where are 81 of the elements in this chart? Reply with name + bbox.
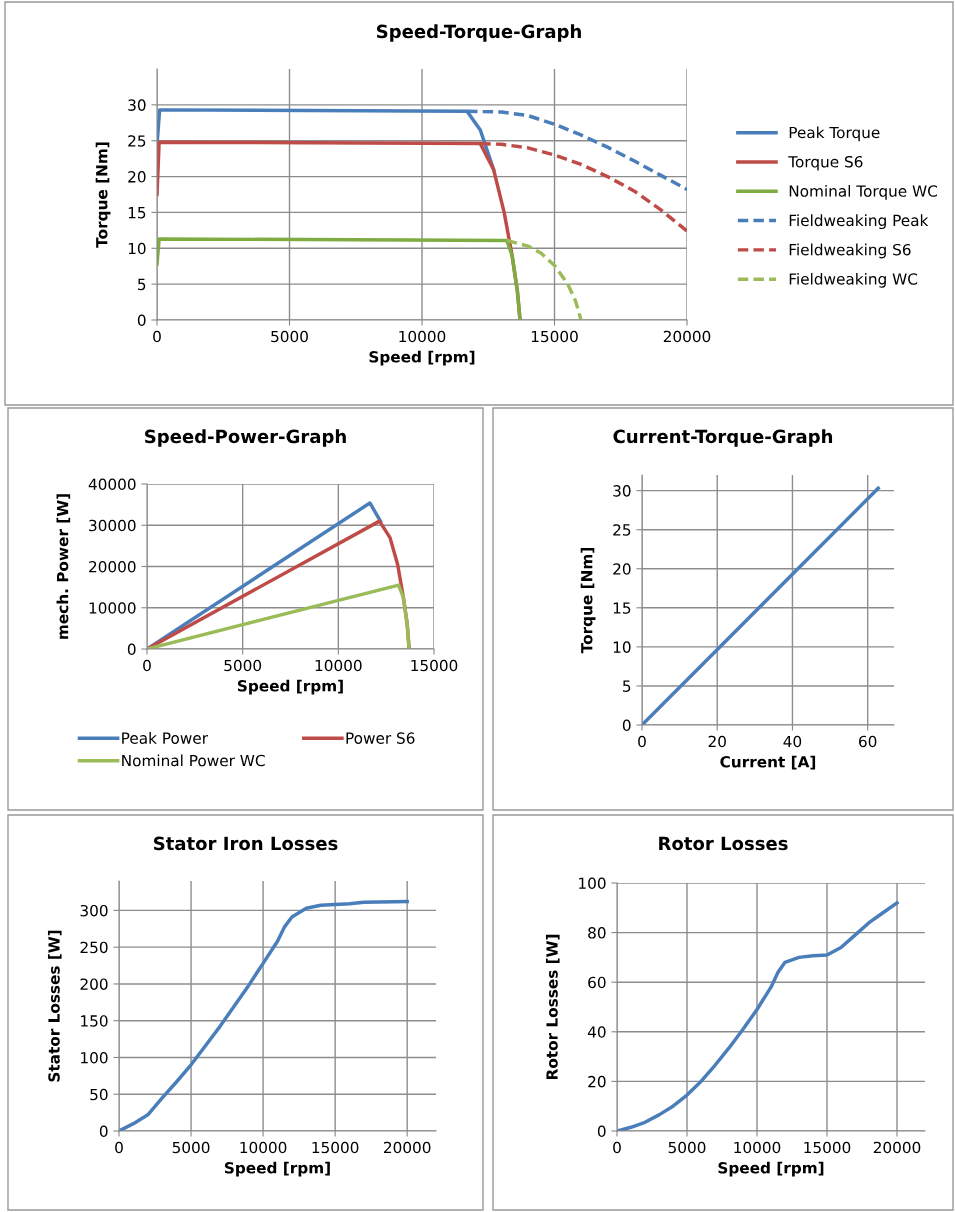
legend-label: Peak Power (122, 732, 208, 744)
chart-title: Stator Iron Losses (154, 836, 338, 851)
x-tick-label: 10000 (734, 1141, 781, 1154)
line-series (147, 583, 411, 649)
legend-label: Nominal Power WC (122, 754, 265, 767)
x-tick-label: 0 (153, 330, 161, 343)
chart-title: Current-Torque-Graph (613, 429, 833, 447)
y-tick-label: 100 (81, 1051, 108, 1064)
y-tick-label: 0 (137, 314, 146, 327)
x-tick-label: 5000 (271, 330, 308, 343)
y-axis-title: Stator Losses [W] (47, 930, 62, 1082)
x-tick-label: 10000 (240, 1141, 287, 1154)
x-tick-label: 5000 (224, 659, 262, 672)
x-axis-title: Current [A] (720, 755, 816, 770)
y-tick-label: 5 (138, 278, 146, 291)
y-axis-title: mech. Power [W] (56, 494, 71, 639)
y-tick-label: 0 (127, 643, 136, 656)
x-tick-label: 15000 (411, 659, 458, 672)
line-series (617, 901, 899, 1131)
y-tick-label: 30 (613, 485, 631, 497)
y-axis-title: Torque [Nm] (95, 142, 111, 248)
y-axis-title: Rotor Losses [W] (545, 934, 560, 1080)
y-tick-label: 15 (128, 207, 146, 219)
line-series (119, 899, 409, 1131)
y-tick-label: 300 (80, 904, 108, 917)
x-tick-label: 15000 (804, 1141, 851, 1154)
y-tick-label: 30 (128, 99, 146, 111)
y-tick-label: 0 (622, 719, 631, 732)
legend-label: Power S6 (346, 732, 415, 744)
legend-label: Fieldweaking S6 (789, 243, 911, 259)
y-tick-label: 20 (613, 563, 631, 575)
legend-label: Peak Torque (789, 126, 880, 142)
y-tick-label: 15 (613, 602, 631, 614)
legend-label: Torque S6 (788, 155, 863, 171)
y-tick-label: 25 (613, 524, 631, 536)
y-tick-label: 10 (128, 242, 146, 255)
chart-title: Rotor Losses (659, 836, 788, 851)
line-series (505, 238, 583, 320)
y-tick-label: 20000 (89, 560, 136, 573)
y-tick-label: 40 (587, 1026, 606, 1038)
y-tick-label: 25 (128, 135, 146, 147)
x-axis-title: Speed [rpm] (369, 350, 475, 366)
y-tick-label: 200 (80, 978, 108, 990)
y-tick-label: 50 (90, 1088, 108, 1101)
legend-label: Nominal Torque WC (789, 185, 937, 200)
y-tick-label: 0 (99, 1125, 108, 1138)
x-tick-label: 20000 (384, 1141, 431, 1154)
x-tick-label: 10000 (399, 330, 446, 343)
y-tick-label: 100 (579, 877, 606, 890)
y-tick-label: 0 (597, 1125, 606, 1138)
y-tick-label: 10000 (89, 602, 136, 614)
x-axis-title: Speed [rpm] (224, 1161, 330, 1177)
x-tick-label: 15000 (531, 330, 578, 343)
y-tick-label: 60 (588, 976, 606, 989)
x-axis-title: Speed [rpm] (718, 1161, 824, 1177)
y-tick-label: 30000 (89, 519, 136, 532)
y-tick-label: 250 (80, 941, 108, 954)
x-tick-label: 40 (783, 735, 802, 748)
y-tick-label: 150 (81, 1015, 108, 1027)
y-tick-label: 80 (588, 927, 606, 939)
y-tick-label: 20 (588, 1075, 606, 1088)
x-axis-title: Speed [rpm] (237, 679, 343, 695)
x-tick-label: 20 (708, 735, 726, 748)
x-tick-label: 60 (859, 735, 877, 748)
x-tick-label: 5000 (172, 1141, 210, 1154)
chart-title: Speed-Torque-Graph (376, 24, 581, 42)
x-tick-label: 15000 (312, 1141, 359, 1154)
x-tick-label: 10000 (315, 659, 362, 672)
x-tick-label: 5000 (668, 1141, 706, 1154)
y-tick-label: 20 (128, 171, 146, 183)
legend-label: Fieldweaking WC (789, 272, 918, 288)
y-tick-label: 10 (613, 641, 631, 653)
chart-title: Speed-Power-Graph (145, 429, 346, 447)
line-series (157, 237, 522, 320)
y-axis-title: Torque [Nm] (580, 548, 596, 654)
legend-label: Fieldweaking Peak (789, 214, 929, 230)
y-tick-label: 40000 (88, 478, 136, 491)
x-tick-label: 20000 (663, 330, 711, 343)
y-tick-label: 5 (623, 680, 631, 692)
x-tick-label: 20000 (873, 1141, 921, 1154)
x-tick-label: 0 (638, 735, 646, 748)
